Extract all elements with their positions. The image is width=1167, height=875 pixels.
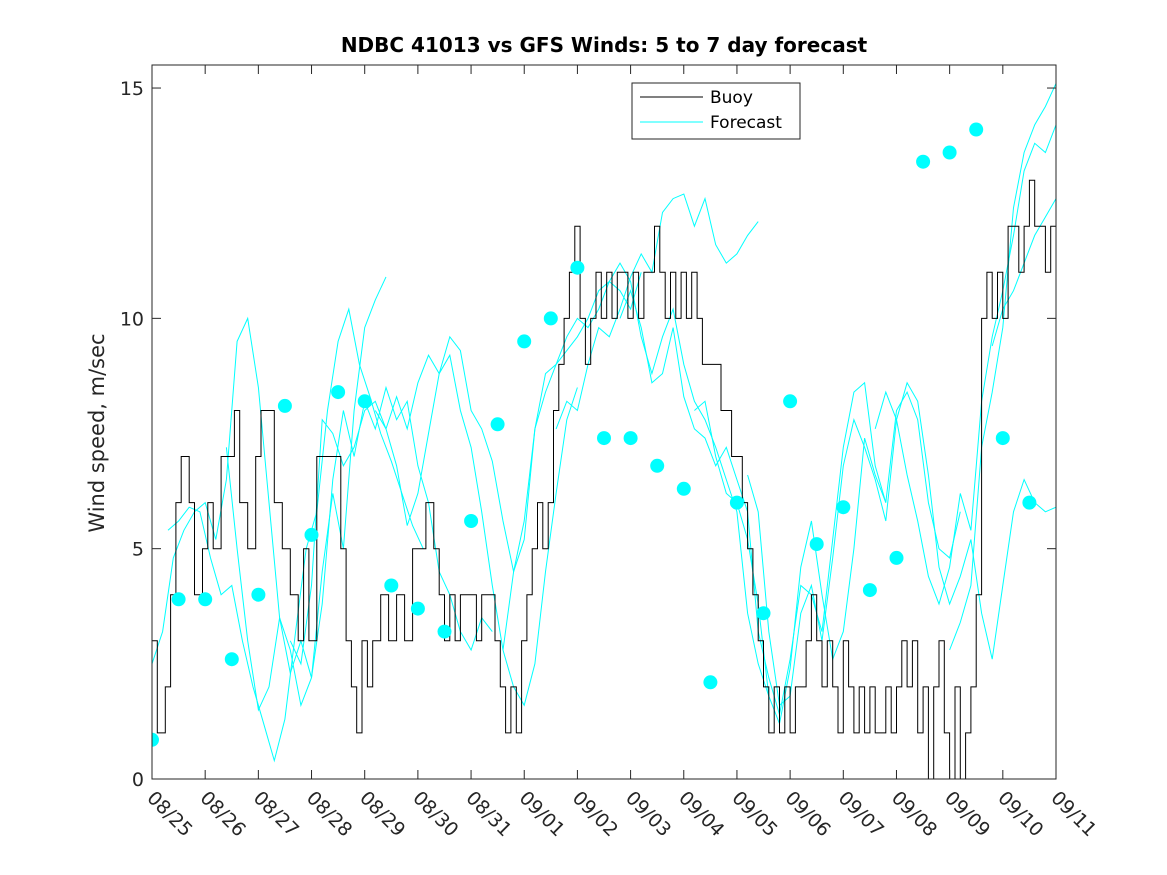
forecast-marker-25 [809, 537, 824, 552]
forecast-marker-31 [969, 122, 984, 137]
axes-area [152, 65, 1056, 779]
forecast-run-line-6 [555, 193, 759, 430]
forecast-marker-20 [676, 481, 691, 496]
forecast-marker-8 [357, 394, 372, 409]
forecast-run-line-11 [949, 82, 1056, 651]
forecast-run-line-9 [747, 381, 1056, 707]
forecast-marker-23 [756, 606, 771, 621]
forecast-marker-10 [410, 601, 425, 616]
forecast-run-line-12 [991, 197, 1056, 347]
forecast-run-line-0 [152, 276, 387, 678]
forecast-marker-12 [464, 514, 479, 528]
forecast-run-line-3 [289, 353, 578, 707]
y-tick-label-0: 0 [132, 769, 144, 791]
legend: Buoy Forecast [631, 82, 801, 140]
forecast-marker-2 [198, 592, 213, 607]
forecast-marker-11 [437, 624, 452, 639]
forecast-marker-27 [862, 583, 877, 598]
forecast-marker-0 [152, 732, 159, 747]
forecast-marker-5 [277, 398, 292, 413]
forecast-marker-29 [916, 154, 931, 169]
plot-area [152, 82, 1056, 779]
forecast-marker-32 [995, 431, 1010, 446]
forecast-marker-14 [517, 334, 532, 349]
forecast-marker-9 [384, 578, 399, 593]
forecast-marker-24 [783, 394, 798, 409]
forecast-marker-21 [703, 675, 718, 690]
y-tick-label-1: 5 [132, 539, 144, 561]
y-axis-ticks: 0 5 10 15 [120, 78, 1056, 791]
buoy-line [152, 179, 1056, 779]
forecast-marker-22 [729, 495, 744, 510]
forecast-marker-19 [650, 458, 665, 473]
forecast-run-line-1 [167, 307, 424, 763]
legend-box [631, 82, 801, 140]
forecast-marker-6 [304, 527, 319, 542]
y-axis-label: Wind speed, m/sec [85, 333, 109, 532]
axes-background [152, 65, 1056, 779]
forecast-marker-7 [331, 385, 346, 400]
forecast-marker-26 [836, 500, 851, 515]
forecast-marker-4 [251, 587, 266, 602]
legend-forecast-label: Forecast [710, 113, 782, 133]
chart-title: NDBC 41013 vs GFS Winds: 5 to 7 day fore… [341, 33, 868, 57]
forecast-marker-13 [490, 417, 505, 432]
forecast-marker-18 [623, 431, 638, 446]
forecast-marker-16 [570, 260, 585, 275]
forecast-marker-17 [597, 431, 611, 446]
forecast-marker-15 [543, 311, 558, 326]
forecast-marker-28 [889, 550, 904, 565]
forecast-marker-1 [171, 592, 186, 607]
y-tick-label-3: 15 [120, 78, 144, 100]
axes-frame [151, 64, 1057, 780]
forecast-run-line-4 [374, 272, 642, 574]
legend-buoy-label: Buoy [710, 88, 753, 108]
axes-box [151, 64, 1057, 780]
forecast-marker-30 [942, 145, 957, 160]
forecast-marker-33 [1022, 495, 1037, 510]
y-tick-label-2: 10 [120, 308, 144, 330]
forecast-marker-3 [224, 652, 239, 667]
